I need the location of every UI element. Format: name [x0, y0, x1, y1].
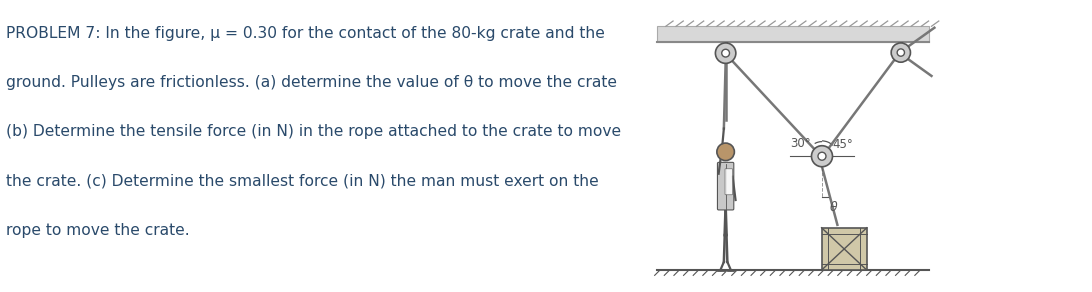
Bar	[657, 26, 928, 42]
Text: 45°: 45°	[832, 138, 853, 151]
Text: θ: θ	[830, 201, 838, 215]
Text: rope to move the crate.: rope to move the crate.	[7, 223, 190, 237]
Bar	[821, 228, 867, 270]
Circle shape	[722, 49, 729, 57]
Text: 30°: 30°	[791, 137, 811, 150]
Text: the crate. (c) Determine the smallest force (in N) the man must exert on the: the crate. (c) Determine the smallest fo…	[7, 173, 598, 188]
Circle shape	[818, 152, 826, 160]
Circle shape	[811, 146, 832, 167]
Text: PROBLEM 7: In the figure, μ = 0.30 for the contact of the 80-kg crate and the: PROBLEM 7: In the figure, μ = 0.30 for t…	[7, 26, 605, 41]
Circle shape	[715, 43, 736, 63]
Text: (b) Determine the tensile force (in N) in the rope attached to the crate to move: (b) Determine the tensile force (in N) i…	[7, 124, 621, 139]
FancyBboxPatch shape	[717, 162, 734, 210]
Circle shape	[716, 143, 735, 161]
Circle shape	[891, 43, 911, 62]
Text: ground. Pulleys are frictionless. (a) determine the value of θ to move the crate: ground. Pulleys are frictionless. (a) de…	[7, 75, 617, 90]
Circle shape	[898, 49, 904, 56]
FancyBboxPatch shape	[725, 169, 733, 195]
